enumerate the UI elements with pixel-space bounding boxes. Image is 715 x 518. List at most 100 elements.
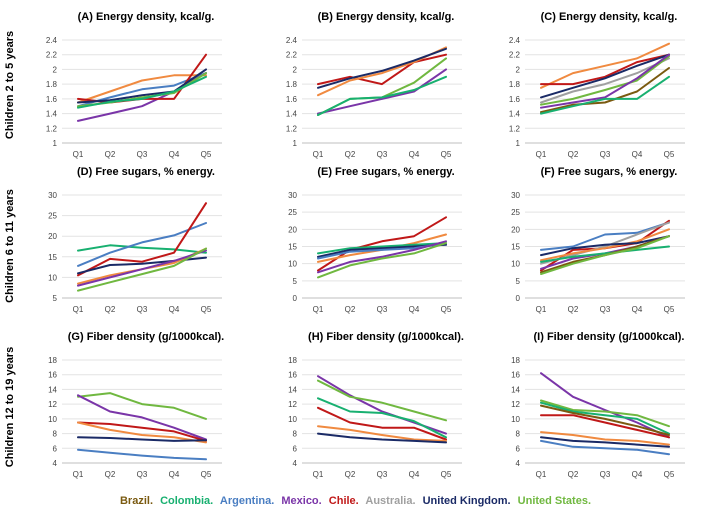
panel-title: (I) Fiber density (g/1000kcal). <box>534 331 685 343</box>
y-tick-label: 2 <box>53 65 58 74</box>
x-tick-label: Q2 <box>568 305 579 314</box>
y-tick-label: 12 <box>48 400 57 409</box>
y-tick-label: 10 <box>288 415 297 424</box>
y-tick-label: 2.4 <box>509 36 521 45</box>
series-line <box>540 439 670 456</box>
series-line <box>77 68 207 104</box>
y-tick-label: 2.2 <box>46 51 58 60</box>
y-tick-label: 2 <box>516 65 521 74</box>
y-tick-label: 2.4 <box>286 36 298 45</box>
x-tick-label: Q1 <box>536 305 547 314</box>
y-tick-label: 8 <box>516 430 521 439</box>
x-tick-label: Q2 <box>105 150 116 159</box>
y-tick-label: 16 <box>511 371 520 380</box>
y-tick-label: 2.2 <box>286 51 298 60</box>
series-line <box>317 375 447 435</box>
series-line <box>77 244 207 254</box>
x-tick-label: Q5 <box>441 305 452 314</box>
series-line <box>540 404 670 436</box>
series-line <box>77 436 207 442</box>
y-tick-label: 14 <box>48 385 57 394</box>
x-tick-label: Q1 <box>313 305 324 314</box>
x-tick-label: Q2 <box>105 470 116 479</box>
y-tick-label: 1.4 <box>46 110 58 119</box>
x-tick-label: Q4 <box>169 470 180 479</box>
y-tick-label: 0 <box>516 294 521 303</box>
series-line <box>540 431 670 446</box>
x-tick-label: Q1 <box>73 470 84 479</box>
row-label-2-to-5: Children 2 to 5 years <box>4 30 16 140</box>
panel-title: (E) Free sugars, % energy. <box>317 166 454 178</box>
y-tick-label: 30 <box>288 191 297 200</box>
y-tick-label: 1 <box>53 139 58 148</box>
y-tick-label: 12 <box>288 400 297 409</box>
y-tick-label: 1.8 <box>286 80 298 89</box>
series-line <box>540 399 670 428</box>
series-line <box>540 401 670 435</box>
panel-title: (D) Free sugars, % energy. <box>77 166 215 178</box>
series-line <box>77 202 207 277</box>
legend-item-united-kingdom: United Kingdom. <box>422 495 511 507</box>
y-tick-label: 1 <box>516 139 521 148</box>
legend: Brazil. Colombia. Argentina. Mexico. Chi… <box>0 495 715 507</box>
y-tick-label: 20 <box>48 232 57 241</box>
x-tick-label: Q5 <box>201 470 212 479</box>
y-tick-label: 1.6 <box>46 95 58 104</box>
panel-title: (A) Energy density, kcal/g. <box>78 11 215 23</box>
series-line <box>317 242 447 255</box>
y-tick-label: 1.6 <box>509 95 521 104</box>
y-tick-label: 30 <box>511 191 520 200</box>
series-line <box>540 235 670 257</box>
x-tick-label: Q4 <box>632 150 643 159</box>
y-tick-label: 14 <box>511 385 520 394</box>
x-tick-label: Q4 <box>409 470 420 479</box>
y-tick-label: 5 <box>516 277 521 286</box>
x-tick-label: Q3 <box>377 150 388 159</box>
series-line <box>540 42 670 89</box>
y-tick-label: 16 <box>288 371 297 380</box>
y-tick-label: 14 <box>288 385 297 394</box>
y-tick-label: 8 <box>53 430 58 439</box>
legend-item-australia: Australia. <box>365 495 416 507</box>
series-line <box>540 53 670 109</box>
x-tick-label: Q3 <box>600 305 611 314</box>
x-tick-label: Q3 <box>600 470 611 479</box>
x-tick-label: Q1 <box>313 150 324 159</box>
series-line <box>317 406 447 441</box>
y-tick-label: 10 <box>511 415 520 424</box>
series-line <box>317 240 447 274</box>
series-line <box>540 221 670 251</box>
legend-item-colombia: Colombia. <box>160 495 214 507</box>
legend-item-brazil: Brazil. <box>119 495 153 507</box>
y-tick-label: 25 <box>511 208 520 217</box>
y-tick-label: 25 <box>288 208 297 217</box>
x-tick-label: Q2 <box>345 470 356 479</box>
series-line <box>540 436 670 448</box>
series-line <box>77 249 207 287</box>
y-tick-label: 1.6 <box>286 95 298 104</box>
y-tick-label: 5 <box>53 294 58 303</box>
x-tick-label: Q3 <box>137 305 148 314</box>
y-tick-label: 10 <box>511 260 520 269</box>
panel-title: (B) Energy density, kcal/g. <box>318 11 455 23</box>
y-tick-label: 2.2 <box>509 51 521 60</box>
x-tick-label: Q5 <box>441 470 452 479</box>
panel-title: (G) Fiber density (g/1000kcal). <box>68 331 225 343</box>
x-tick-label: Q4 <box>409 305 420 314</box>
y-tick-label: 1.8 <box>509 80 521 89</box>
x-tick-label: Q5 <box>664 305 675 314</box>
y-tick-label: 18 <box>48 356 57 365</box>
y-tick-label: 8 <box>293 430 298 439</box>
y-tick-label: 6 <box>293 444 298 453</box>
series-line <box>77 392 207 420</box>
series-line <box>77 222 207 267</box>
series-line <box>540 414 670 439</box>
y-tick-label: 4 <box>516 459 521 468</box>
y-tick-label: 15 <box>511 243 520 252</box>
series-line <box>540 53 670 99</box>
y-tick-label: 2.4 <box>46 36 58 45</box>
series-line <box>77 421 207 442</box>
series-line <box>540 67 670 114</box>
series-line <box>317 432 447 444</box>
